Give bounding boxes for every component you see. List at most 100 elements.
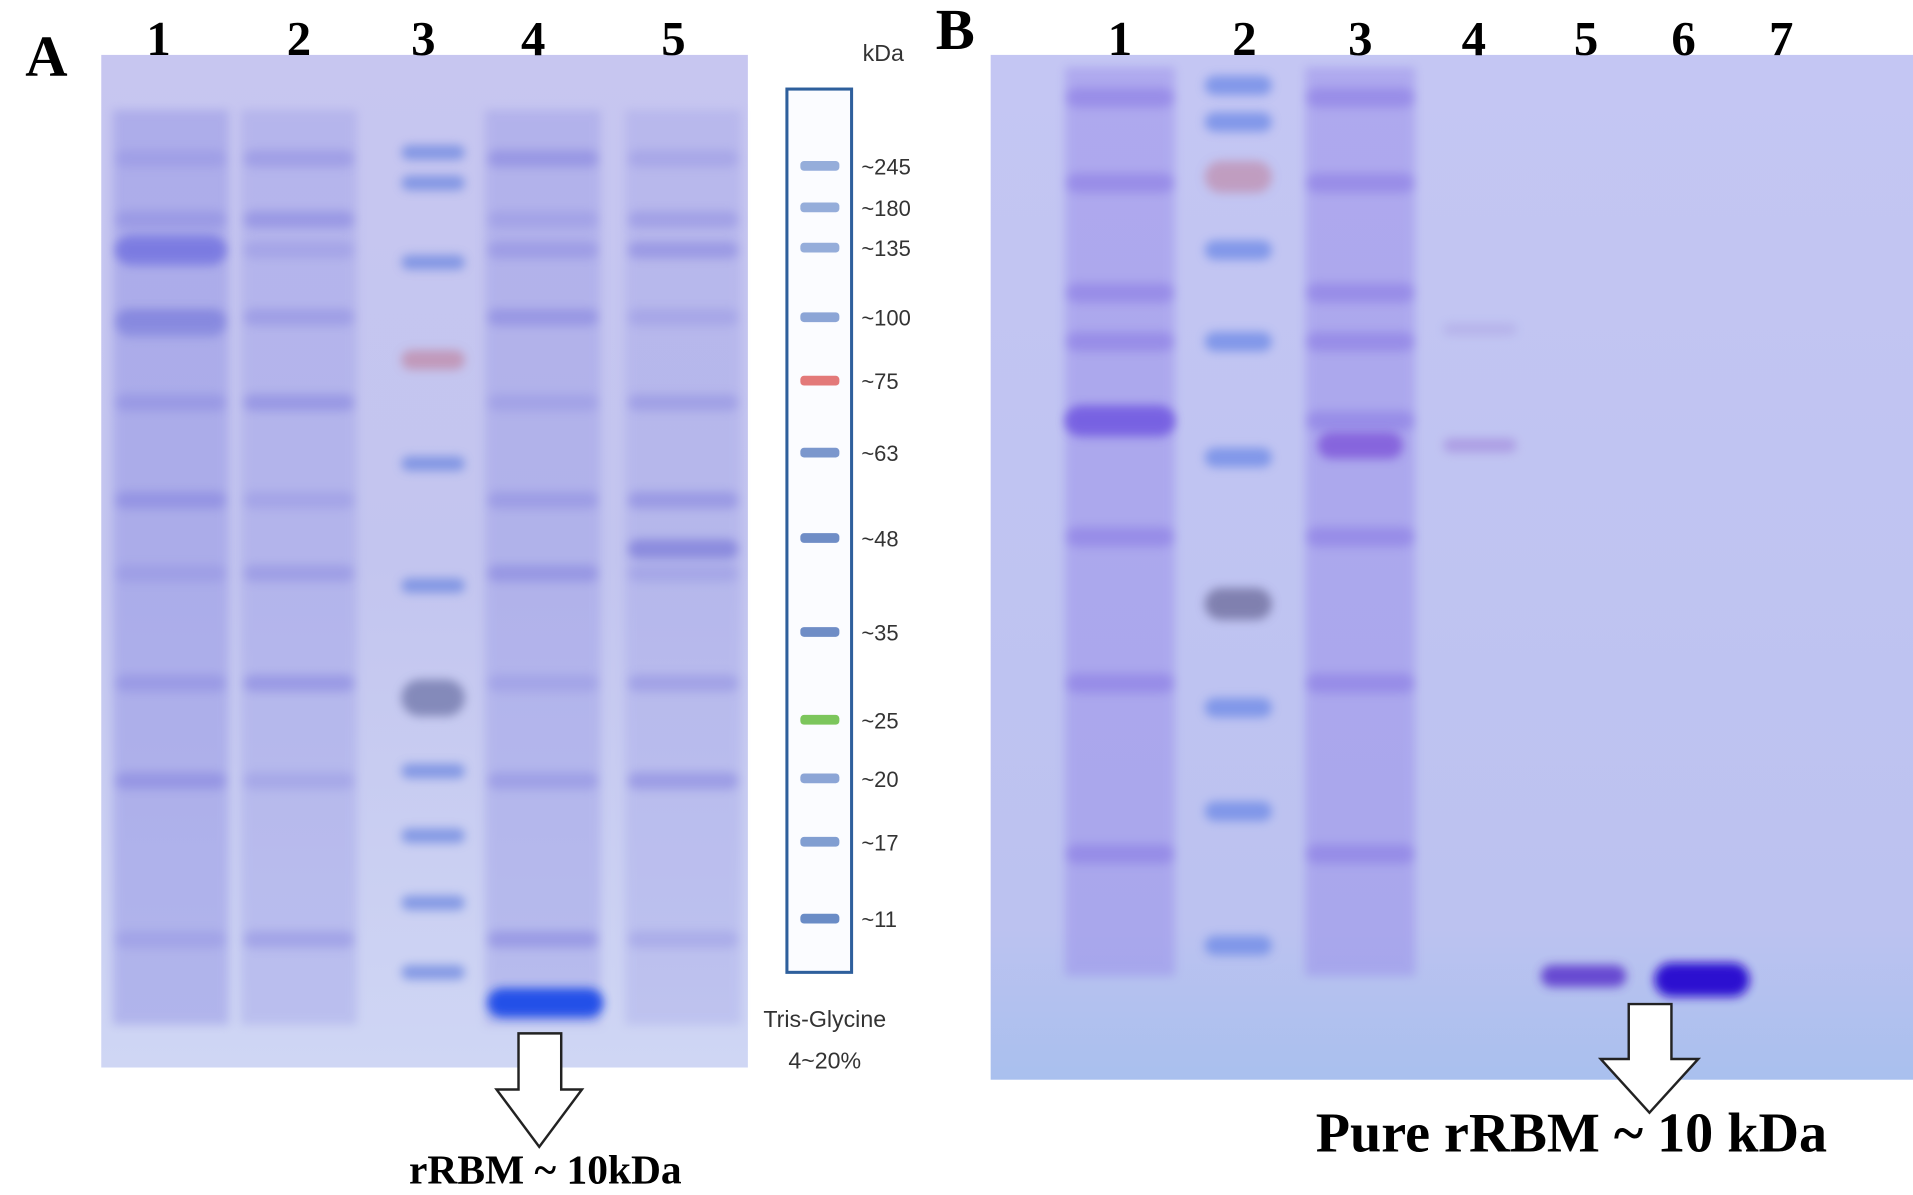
gel-band	[1066, 283, 1174, 303]
gel-band	[115, 491, 226, 509]
gel-band	[401, 895, 465, 911]
marker-band	[800, 714, 840, 725]
gel-band	[115, 234, 226, 266]
marker-label: ~245	[861, 154, 910, 179]
annotation: rRBM ~ 10kDa	[409, 1146, 682, 1192]
gel-band	[244, 150, 354, 168]
gel-band	[115, 309, 226, 337]
marker-band	[800, 161, 840, 171]
gel-band	[628, 150, 739, 168]
gel-band	[488, 150, 598, 168]
gel-band	[244, 564, 354, 582]
unit-label: kDa	[863, 40, 904, 66]
gel-band	[1443, 437, 1517, 453]
gel-band	[1204, 697, 1272, 718]
gel-lane	[1065, 67, 1175, 977]
gel-gradient: 4~20%	[788, 1048, 861, 1074]
gel-type: Tris-Glycine	[763, 1006, 886, 1032]
marker-label: ~48	[861, 527, 898, 552]
gel-band	[628, 674, 739, 692]
marker: ~245 ~180 ~135 ~100 ~75 ~63 ~48 ~35 ~25 ~20 ~17 ~11	[800, 154, 911, 932]
lane-label: 6	[1671, 12, 1695, 66]
arrow-a	[494, 1032, 585, 1149]
lane-label: 2	[287, 12, 311, 66]
gel-band	[401, 578, 465, 593]
annotation: Pure rRBM ~ 10 kDa	[1316, 1103, 1827, 1165]
marker-band	[800, 913, 840, 924]
gel-band	[488, 564, 598, 582]
gel-band	[488, 241, 598, 259]
gel-band	[487, 988, 604, 1018]
gel-band	[1066, 173, 1174, 193]
marker-label: ~100	[861, 306, 910, 331]
gel-band	[488, 491, 598, 509]
gel-band	[401, 763, 465, 779]
gel-band	[628, 241, 739, 259]
gel-band	[1066, 331, 1174, 352]
gel-band	[628, 308, 739, 326]
marker-label: ~25	[861, 708, 898, 733]
gel-band	[115, 930, 226, 948]
gel-band	[401, 828, 465, 844]
gel-lane	[1305, 67, 1416, 977]
gel-band	[1306, 283, 1415, 303]
marker-label: ~63	[861, 441, 898, 466]
gel-band	[1443, 323, 1517, 336]
marker-band	[800, 312, 840, 323]
gel-band	[401, 145, 465, 160]
gel-band	[1204, 801, 1272, 822]
marker-label: ~135	[861, 236, 910, 261]
gel-band	[115, 150, 226, 168]
gel-band	[401, 175, 465, 191]
gel-band	[628, 772, 739, 790]
gel-band	[1066, 527, 1174, 547]
gel-band	[1306, 673, 1415, 693]
lane-label: 1	[146, 12, 170, 66]
gel-band	[244, 241, 354, 259]
gel-band	[244, 394, 354, 412]
gel-band	[1306, 87, 1415, 108]
gel-band	[1204, 75, 1272, 96]
marker-strip	[785, 87, 854, 974]
gel-band	[401, 679, 465, 717]
gel-band	[401, 254, 465, 270]
gel-band	[244, 308, 354, 326]
marker-band	[800, 836, 840, 847]
gel-band	[1204, 240, 1272, 260]
gel-band	[488, 772, 598, 790]
gel-band	[244, 930, 354, 948]
gel-band	[401, 456, 465, 471]
gel-band	[1306, 844, 1415, 864]
gel-band	[628, 394, 739, 412]
gel-band	[488, 211, 598, 229]
gel-band	[1306, 411, 1415, 431]
marker-band	[800, 533, 840, 543]
gel-band	[1204, 935, 1272, 956]
gel-band	[1204, 112, 1272, 132]
gel-band	[115, 394, 226, 412]
lane-label: 3	[1348, 12, 1372, 66]
marker-label: ~11	[861, 907, 897, 932]
gel-band	[1066, 673, 1174, 693]
marker-label: ~180	[861, 196, 910, 221]
marker-label: ~17	[861, 830, 898, 855]
gel-band	[1065, 405, 1175, 437]
lane-label: 4	[1462, 12, 1486, 66]
marker-band	[800, 242, 840, 253]
lane-label: 4	[521, 12, 545, 66]
gel-band	[244, 211, 354, 229]
gel-band	[244, 491, 354, 509]
gel-band	[1306, 173, 1415, 193]
lane-label: 5	[1574, 12, 1598, 66]
gel-band	[1306, 331, 1415, 352]
gel-band	[628, 564, 739, 582]
gel-band	[488, 394, 598, 412]
lane-label: 1	[1108, 12, 1132, 66]
gel-band	[488, 308, 598, 326]
gel-band	[488, 674, 598, 692]
gel-band	[115, 674, 226, 692]
gel-band	[1654, 962, 1750, 997]
marker-band	[800, 375, 840, 386]
